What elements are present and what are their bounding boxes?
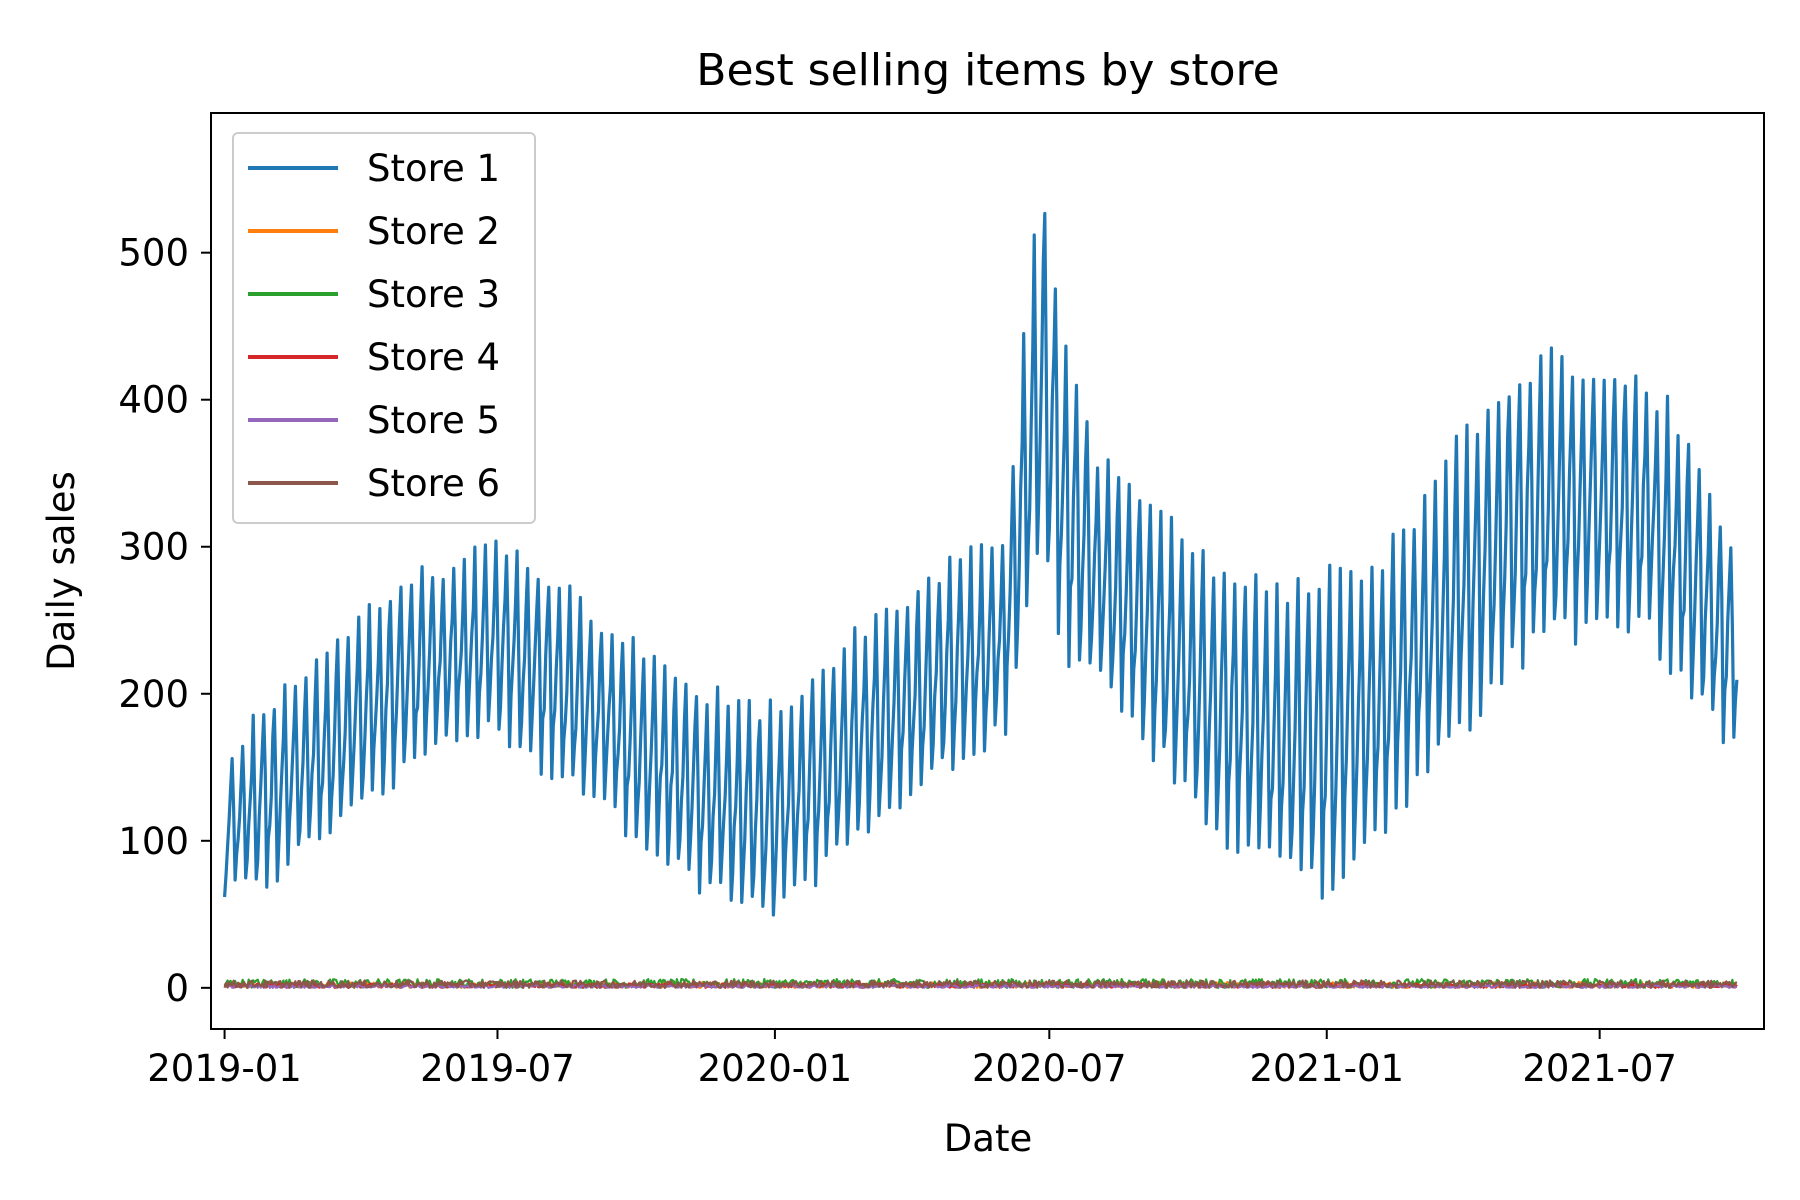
x-tick-label: 2020-01 bbox=[698, 1047, 853, 1090]
x-tick-label: 2019-01 bbox=[147, 1047, 302, 1090]
x-tick-label: 2019-07 bbox=[420, 1047, 575, 1090]
x-tick-label: 2021-07 bbox=[1522, 1047, 1677, 1090]
plot-frame bbox=[210, 112, 1765, 1030]
x-axis-title: Date bbox=[944, 1117, 1032, 1160]
series-layer bbox=[222, 211, 1739, 989]
series-line-1 bbox=[222, 211, 1739, 917]
y-tick-label: 100 bbox=[118, 820, 189, 863]
legend-label-1: Store 1 bbox=[367, 147, 500, 190]
y-axis-title: Daily sales bbox=[40, 471, 83, 671]
legend-label-4: Store 4 bbox=[367, 336, 500, 379]
x-axis: 2019-01 2019-07 2020-01 2020-07 2021-01 2021-… bbox=[147, 1029, 1677, 1090]
y-axis: 0 100 200 300 400 500 bbox=[118, 232, 211, 1010]
legend-label-3: Store 3 bbox=[367, 273, 500, 316]
y-tick-label: 200 bbox=[118, 673, 189, 716]
legend-label-6: Store 6 bbox=[367, 462, 500, 505]
y-tick-label: 500 bbox=[118, 232, 189, 275]
y-tick-label: 0 bbox=[165, 967, 189, 1010]
legend: Store 1 Store 2 Store 3 Store 4 Store 5 Store… bbox=[232, 132, 536, 524]
series-line-6 bbox=[223, 979, 1738, 989]
x-tick-label: 2021-01 bbox=[1249, 1047, 1404, 1090]
y-tick-label: 400 bbox=[118, 379, 189, 422]
chart-title: Best selling items by store bbox=[696, 45, 1279, 96]
x-tick-label: 2020-07 bbox=[972, 1047, 1127, 1090]
legend-label-2: Store 2 bbox=[367, 210, 500, 253]
legend-label-5: Store 5 bbox=[367, 399, 500, 442]
y-tick-label: 300 bbox=[118, 526, 189, 569]
